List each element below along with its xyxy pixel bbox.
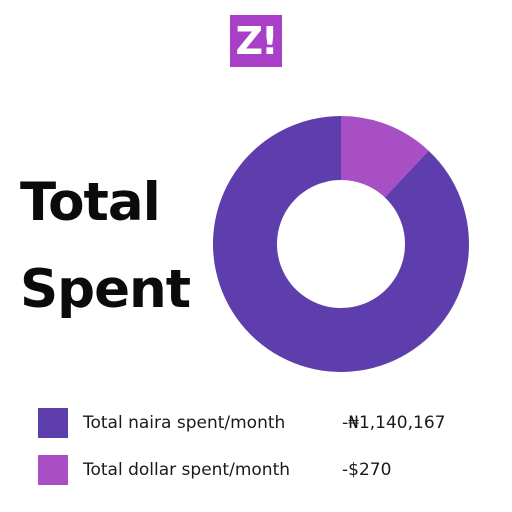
legend-label: Total naira spent/month xyxy=(83,413,286,433)
legend-value: -$270 xyxy=(342,460,392,480)
legend-item-dollar: Total dollar spent/month -$270 xyxy=(38,455,508,485)
legend-swatch xyxy=(38,408,68,438)
brand-logo: Z! xyxy=(230,15,282,67)
legend-swatch xyxy=(38,455,68,485)
slice-dollar xyxy=(341,116,429,198)
legend-value: -₦1,140,167 xyxy=(342,413,446,433)
page-title-line-1: Total xyxy=(20,172,161,233)
brand-logo-text: Z! xyxy=(235,19,279,63)
legend-item-naira: Total naira spent/month -₦1,140,167 xyxy=(38,408,508,438)
legend-label: Total dollar spent/month xyxy=(83,460,291,480)
page-title-line-2: Spent xyxy=(20,259,191,320)
slice-naira xyxy=(213,116,469,372)
